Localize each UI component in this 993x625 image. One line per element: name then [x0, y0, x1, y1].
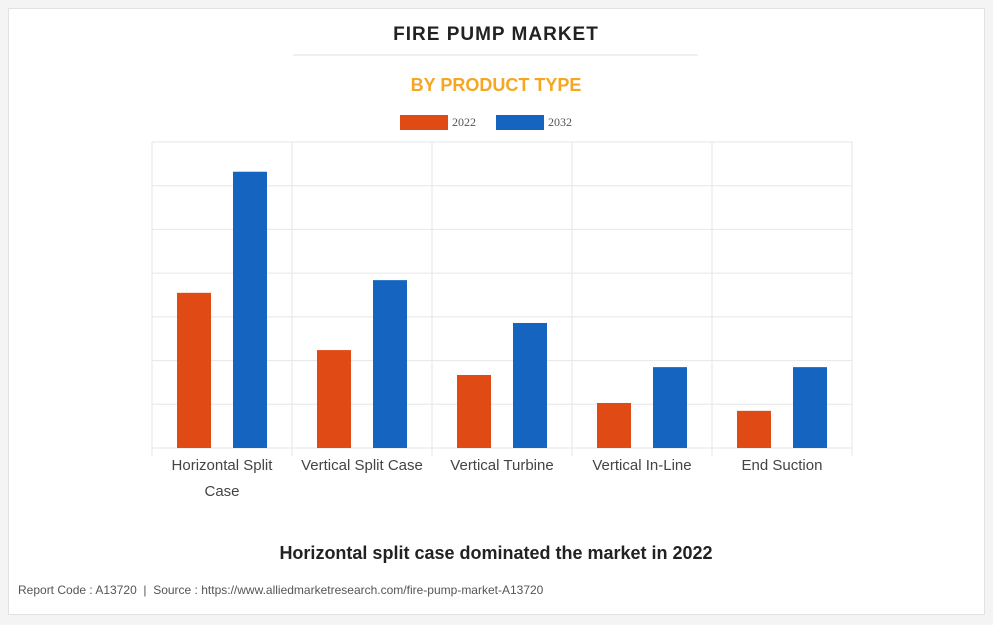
x-tick-label: Vertical In-Line — [592, 457, 692, 474]
bar — [177, 292, 211, 448]
card — [8, 8, 985, 615]
x-tick-label: Horizontal Split Case — [171, 457, 273, 500]
x-tick-label: Vertical Split Case — [301, 457, 423, 474]
bar — [597, 402, 631, 448]
legend-swatch — [400, 115, 448, 130]
bar — [793, 367, 827, 448]
footer: Report Code : A13720 | Source : https://… — [18, 583, 544, 597]
x-tick-label: Vertical Turbine — [450, 457, 554, 474]
legend-swatch — [496, 115, 544, 130]
bar — [653, 367, 687, 448]
chart-title: FIRE PUMP MARKET — [393, 24, 599, 45]
bar — [737, 410, 771, 448]
bar — [233, 171, 267, 448]
bar — [317, 350, 351, 448]
bar — [457, 374, 491, 448]
bar — [373, 280, 407, 448]
x-tick-label: End Suction — [741, 457, 823, 474]
bar — [513, 322, 547, 448]
chart-subtitle: BY PRODUCT TYPE — [411, 75, 582, 95]
caption: Horizontal split case dominated the mark… — [279, 543, 712, 563]
legend-label: 2032 — [548, 115, 572, 129]
legend-label: 2022 — [452, 115, 476, 129]
